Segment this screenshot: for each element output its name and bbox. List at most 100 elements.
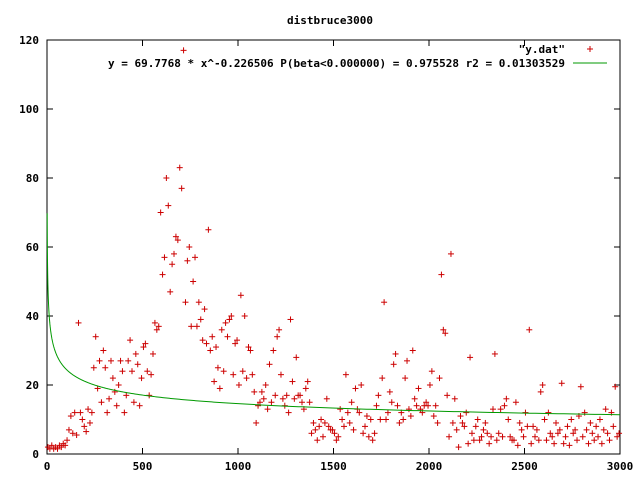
- data-point: [171, 250, 178, 257]
- data-point: [440, 326, 447, 333]
- data-point: [178, 185, 185, 192]
- data-point: [342, 371, 349, 378]
- data-point: [117, 357, 124, 364]
- data-point: [541, 416, 548, 423]
- data-point: [457, 413, 464, 420]
- data-point: [213, 344, 220, 351]
- data-point: [308, 430, 315, 437]
- data-point: [245, 344, 252, 351]
- data-point: [505, 416, 512, 423]
- data-point: [554, 430, 561, 437]
- data-point: [352, 385, 359, 392]
- data-point: [310, 419, 317, 426]
- data-point: [64, 437, 71, 444]
- data-point: [337, 406, 344, 413]
- data-point: [220, 368, 227, 375]
- data-point: [535, 437, 542, 444]
- data-point: [375, 392, 382, 399]
- data-point: [321, 419, 328, 426]
- data-point: [503, 395, 510, 402]
- data-point: [241, 313, 248, 319]
- data-point: [184, 257, 191, 264]
- data-point: [596, 416, 603, 423]
- data-point: [298, 399, 305, 406]
- data-point: [438, 271, 445, 278]
- data-point: [264, 406, 271, 413]
- data-point: [350, 426, 357, 433]
- data-point: [319, 433, 326, 440]
- data-point: [100, 347, 107, 354]
- data-point: [62, 442, 69, 449]
- data-point: [172, 233, 179, 240]
- data-point: [134, 361, 141, 368]
- legend-marker-points: [587, 46, 593, 52]
- data-point: [612, 383, 619, 390]
- data-point: [69, 430, 76, 437]
- data-point: [486, 440, 493, 447]
- data-point: [218, 326, 225, 333]
- data-point: [463, 409, 470, 416]
- data-point: [516, 419, 523, 426]
- data-point: [587, 419, 594, 426]
- data-point: [104, 409, 111, 416]
- data-point: [272, 392, 279, 399]
- data-point: [476, 437, 483, 444]
- data-point: [356, 409, 363, 416]
- data-point: [73, 432, 80, 439]
- data-point: [495, 430, 502, 437]
- data-point: [539, 382, 546, 388]
- data-point: [86, 419, 93, 426]
- y-tick-label: 120: [19, 34, 39, 47]
- data-point: [106, 395, 113, 402]
- data-point: [270, 347, 277, 354]
- data-point: [211, 378, 218, 385]
- data-point: [369, 437, 376, 444]
- data-point: [373, 402, 380, 409]
- data-point: [432, 402, 439, 409]
- data-point: [159, 271, 166, 278]
- data-point: [388, 399, 395, 406]
- data-point: [386, 388, 393, 395]
- data-point: [404, 357, 411, 364]
- data-point: [123, 392, 130, 399]
- data-point: [77, 409, 84, 416]
- data-point: [400, 416, 407, 423]
- data-point: [423, 399, 430, 406]
- data-point: [497, 406, 504, 413]
- data-point: [381, 299, 388, 306]
- data-point: [98, 399, 105, 406]
- data-point: [136, 402, 143, 409]
- data-point: [383, 416, 390, 423]
- data-point: [167, 288, 174, 295]
- data-point: [583, 426, 590, 433]
- data-point: [514, 442, 521, 449]
- data-point: [333, 437, 340, 444]
- data-point: [339, 416, 346, 423]
- data-point: [132, 350, 139, 357]
- data-point: [493, 437, 500, 444]
- data-point: [151, 319, 158, 326]
- y-tick-label: 0: [32, 448, 39, 461]
- data-point: [507, 433, 514, 440]
- data-point: [165, 202, 172, 209]
- data-point: [470, 437, 477, 444]
- data-point: [214, 364, 221, 371]
- data-point: [186, 244, 193, 250]
- data-point: [465, 440, 472, 447]
- data-point: [176, 164, 183, 171]
- data-point: [411, 395, 418, 402]
- data-point: [560, 440, 567, 447]
- data-point: [396, 419, 403, 426]
- data-point: [83, 428, 90, 435]
- data-point: [153, 326, 160, 333]
- x-tick-label: 0: [44, 460, 51, 473]
- data-point: [224, 333, 231, 340]
- data-point: [579, 433, 586, 440]
- data-point: [446, 433, 453, 440]
- data-point: [377, 416, 384, 423]
- data-point: [367, 416, 374, 423]
- data-point: [520, 433, 527, 440]
- data-point: [348, 399, 355, 406]
- data-point: [268, 399, 275, 406]
- data-point: [371, 430, 378, 437]
